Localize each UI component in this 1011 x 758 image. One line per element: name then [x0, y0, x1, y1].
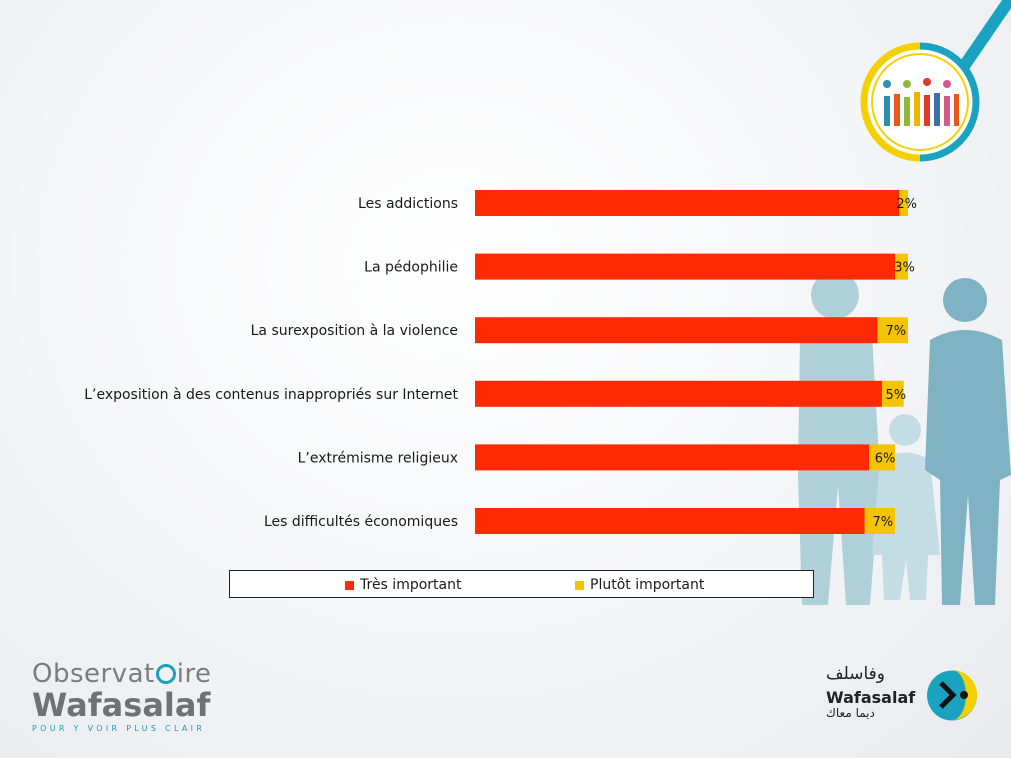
- legend-item-plutot-important: Plutôt important: [575, 577, 704, 593]
- bar-plutot-important: [869, 444, 896, 471]
- wafasalaf-arabic-name: وفاسلف: [826, 664, 885, 684]
- bar-plutot-important: [899, 190, 908, 216]
- wafasalaf-latin-name: Wafasalaf: [826, 688, 916, 707]
- magnifier-icon: [860, 0, 1011, 162]
- bar-plutot-important: [895, 253, 908, 280]
- wafasalaf-wordmark: Wafasalaf: [32, 686, 211, 724]
- category-label: L’extrémisme religieux: [298, 450, 458, 466]
- legend-label: Très important: [360, 577, 462, 593]
- bar-plutot-important: [864, 508, 896, 534]
- data-label: 7%: [886, 324, 907, 339]
- data-label: 5%: [886, 388, 907, 403]
- data-label: 3%: [894, 261, 915, 276]
- o-ring-icon: [155, 664, 176, 684]
- bar-plutot-important: [877, 317, 908, 344]
- wafasalaf-slogan: ديما معاك: [826, 706, 875, 720]
- data-label: 6%: [875, 451, 896, 466]
- category-label: L’exposition à des contenus inappropriés…: [84, 387, 458, 403]
- bar-plutot-important: [882, 380, 904, 407]
- wafasalaf-emblem-icon: [927, 670, 977, 721]
- observatoire-logo: Observat ire Wafasalaf POUR Y VOIR PLUS C…: [32, 660, 232, 733]
- legend-swatch-yellow: [575, 580, 584, 590]
- bar-chart: Les addictions 2% La pédophilie 3% La surexp…: [84, 190, 917, 534]
- bar-tres-important: [475, 508, 865, 534]
- category-label: La pédophilie: [364, 260, 458, 276]
- wafasalaf-logo: وفاسلف Wafasalaf ديما معاك: [826, 664, 986, 724]
- category-label: Les addictions: [358, 196, 458, 212]
- observatoire-wordmark: Observat ire: [32, 659, 212, 689]
- bar-tres-important: [475, 190, 900, 216]
- legend-label: Plutôt important: [590, 577, 705, 593]
- category-label: Les difficultés économiques: [264, 514, 458, 530]
- bar-tres-important: [475, 444, 870, 471]
- bar-tres-important: [475, 253, 896, 280]
- bar-tres-important: [475, 380, 883, 407]
- chart-legend: Très important Plutôt important: [229, 570, 814, 598]
- category-label: La surexposition à la violence: [251, 323, 458, 339]
- legend-item-tres-important: Très important: [345, 577, 461, 593]
- data-label: 7%: [873, 515, 894, 530]
- legend-swatch-red: [345, 580, 354, 590]
- data-label: 2%: [896, 197, 917, 212]
- bar-tres-important: [475, 317, 878, 344]
- tagline: POUR Y VOIR PLUS CLAIR: [32, 724, 206, 733]
